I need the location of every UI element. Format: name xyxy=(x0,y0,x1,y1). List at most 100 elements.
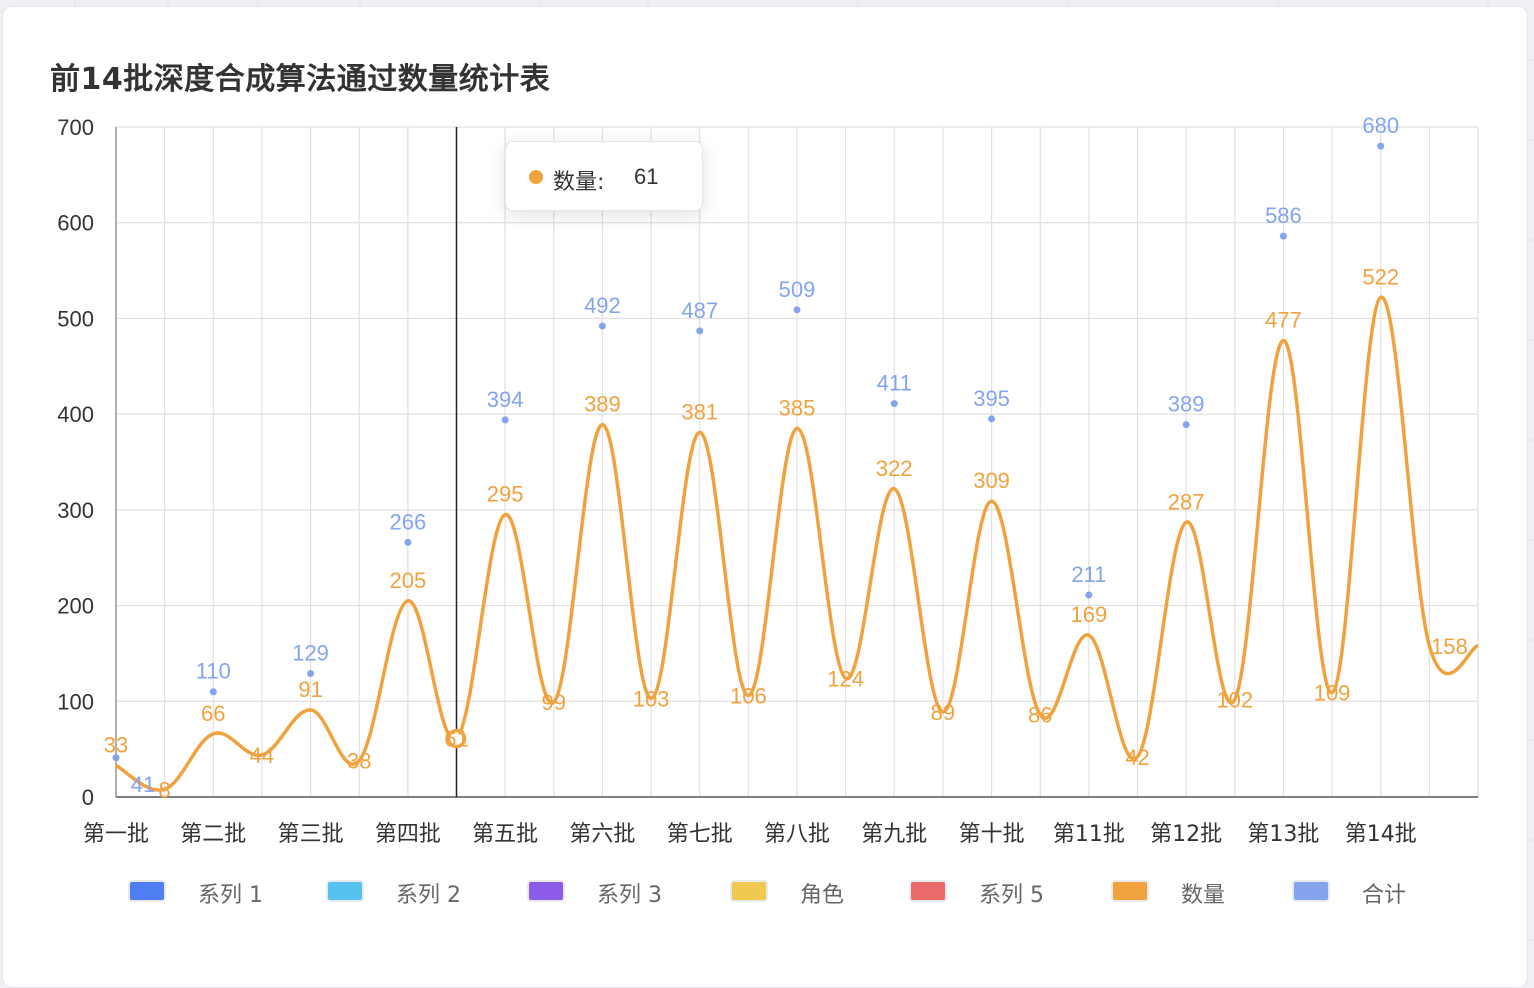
x-tick-label: 第五批 xyxy=(472,822,538,847)
data-label-合计: 41 xyxy=(131,772,155,797)
tooltip: 数量: 61 xyxy=(505,141,703,211)
data-label-数量: 91 xyxy=(298,677,322,702)
x-tick-label: 第八批 xyxy=(764,822,830,847)
data-label-合计: 395 xyxy=(973,386,1010,411)
data-label-数量: 287 xyxy=(1168,489,1205,514)
legend-label: 角色 xyxy=(800,883,845,908)
x-tick-label: 第九批 xyxy=(861,822,927,847)
data-label-合计: 492 xyxy=(584,293,621,318)
data-label-数量: 381 xyxy=(681,399,718,424)
data-label-数量: 8 xyxy=(159,777,171,802)
data-label-数量: 522 xyxy=(1362,264,1399,289)
data-label-数量: 61 xyxy=(444,727,468,752)
tooltip-value: 61 xyxy=(634,164,659,189)
scatter-point-合计[interactable] xyxy=(1377,142,1385,150)
chart-legend: 系列 1 系列 2 系列 3 角色 系列 5 数量 合计 xyxy=(0,872,1534,912)
x-tick-label: 第二批 xyxy=(180,822,246,847)
x-tick-label: 第七批 xyxy=(667,822,733,847)
data-label-合计: 394 xyxy=(487,387,524,412)
x-tick-label: 第三批 xyxy=(278,822,344,847)
legend-label: 系列 1 xyxy=(198,883,263,908)
x-tick-label: 第11批 xyxy=(1053,822,1125,847)
legend-label: 系列 5 xyxy=(979,883,1044,908)
legend-label: 系列 2 xyxy=(396,883,461,908)
scatter-point-合计[interactable] xyxy=(112,754,120,762)
y-tick-label: 700 xyxy=(57,115,94,140)
data-label-数量: 86 xyxy=(1028,703,1052,728)
x-tick-label: 第一批 xyxy=(83,822,149,847)
y-tick-label: 200 xyxy=(57,594,94,619)
legend-label: 合计 xyxy=(1362,883,1407,908)
scatter-point-合计[interactable] xyxy=(501,416,509,424)
scatter-point-合计[interactable] xyxy=(793,306,801,314)
y-tick-label: 300 xyxy=(57,498,94,523)
data-label-合计: 680 xyxy=(1362,113,1399,138)
data-label-数量: 389 xyxy=(584,392,621,417)
data-label-数量: 33 xyxy=(104,732,128,757)
series-line-数量[interactable] xyxy=(115,295,1479,792)
data-label-数量: 322 xyxy=(876,456,913,481)
scatter-point-合计[interactable] xyxy=(1085,591,1093,599)
legend-label: 系列 3 xyxy=(597,883,662,908)
data-label-数量: 309 xyxy=(973,468,1010,493)
data-label-数量: 38 xyxy=(347,749,371,774)
data-label-合计: 211 xyxy=(1071,562,1106,587)
legend-swatch xyxy=(1113,882,1147,900)
y-tick-label: 400 xyxy=(57,402,94,427)
x-tick-label: 第六批 xyxy=(569,822,635,847)
x-tick-label: 第13批 xyxy=(1247,822,1319,847)
data-label-数量: 42 xyxy=(1125,745,1149,770)
data-label-合计: 389 xyxy=(1168,392,1205,417)
data-label-数量: 169 xyxy=(1070,602,1107,627)
scatter-point-合计[interactable] xyxy=(1182,421,1190,429)
chart-card xyxy=(2,6,1528,988)
data-label-合计: 129 xyxy=(292,641,329,666)
legend-swatch xyxy=(911,882,945,900)
scatter-point-合计[interactable] xyxy=(988,415,996,423)
data-label-合计: 411 xyxy=(877,371,912,396)
highlighted-point[interactable] xyxy=(446,728,467,749)
data-label-数量: 124 xyxy=(827,666,864,691)
scatter-point-合计[interactable] xyxy=(696,327,704,335)
x-tick-label: 第14批 xyxy=(1345,822,1417,847)
data-label-数量: 99 xyxy=(542,690,566,715)
y-tick-label: 600 xyxy=(57,211,94,236)
data-label-数量: 109 xyxy=(1314,681,1351,706)
scatter-point-合计[interactable] xyxy=(1279,232,1287,240)
legend-swatch xyxy=(529,882,563,900)
y-tick-label: 100 xyxy=(57,689,94,714)
legend-swatch xyxy=(328,882,362,900)
data-label-合计: 110 xyxy=(196,659,231,684)
data-label-数量: 158 xyxy=(1431,634,1468,659)
y-tick-label: 500 xyxy=(57,306,94,331)
data-label-数量: 385 xyxy=(779,396,816,421)
x-tick-label: 第四批 xyxy=(375,822,441,847)
tooltip-series-dot xyxy=(529,170,543,184)
data-label-数量: 44 xyxy=(250,743,274,768)
scatter-point-合计[interactable] xyxy=(307,670,315,678)
data-label-数量: 102 xyxy=(1216,687,1253,712)
data-label-数量: 477 xyxy=(1265,307,1302,332)
data-label-合计: 487 xyxy=(681,298,718,323)
legend-swatch xyxy=(1294,882,1328,900)
scatter-point-合计[interactable] xyxy=(598,322,606,330)
chart-title: 前14批深度合成算法通过数量统计表 xyxy=(50,62,551,97)
x-tick-label: 第十批 xyxy=(959,822,1025,847)
legend-swatch xyxy=(732,882,766,900)
scatter-point-合计[interactable] xyxy=(404,538,412,546)
data-label-合计: 509 xyxy=(779,277,816,302)
data-label-数量: 66 xyxy=(201,701,225,726)
data-label-数量: 106 xyxy=(730,684,767,709)
scatter-point-合计[interactable] xyxy=(890,400,898,408)
x-tick-label: 第12批 xyxy=(1150,822,1222,847)
legend-label: 数量 xyxy=(1181,883,1226,908)
data-label-数量: 205 xyxy=(389,568,426,593)
y-tick-label: 0 xyxy=(82,785,94,810)
data-label-数量: 295 xyxy=(487,482,524,507)
data-label-数量: 103 xyxy=(633,686,670,711)
tooltip-series-name: 数量: xyxy=(553,170,605,195)
data-label-合计: 586 xyxy=(1265,203,1302,228)
scatter-point-合计[interactable] xyxy=(209,688,217,696)
